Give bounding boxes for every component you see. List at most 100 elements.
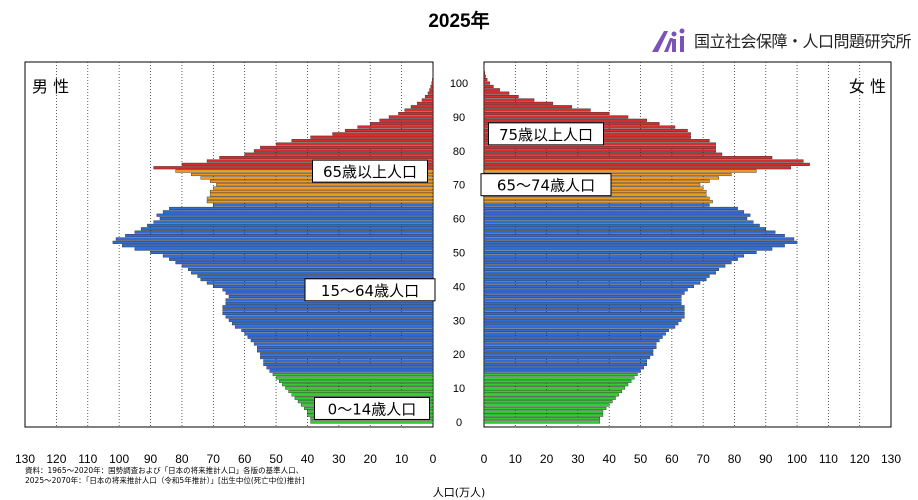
female-bar	[484, 360, 647, 363]
age-tick-label: 10	[453, 383, 465, 395]
female-bar	[484, 244, 785, 247]
female-bar	[484, 339, 659, 342]
male-bar	[431, 85, 433, 88]
female-bar	[484, 204, 709, 207]
female-bar	[484, 366, 644, 369]
female-x-tick-label: 70	[696, 452, 710, 466]
male-bar	[116, 238, 433, 241]
female-bar	[484, 156, 772, 159]
female-bar	[484, 336, 662, 339]
female-bar	[484, 302, 681, 305]
male-bar	[169, 207, 433, 210]
male-bar	[125, 234, 433, 237]
male-bar	[220, 156, 433, 159]
female-bar	[484, 309, 684, 312]
male-bar	[264, 363, 433, 366]
male-bar	[311, 136, 433, 139]
male-bar	[235, 326, 433, 329]
age-tick-label: 100	[450, 78, 468, 90]
source-note: 資料：1965〜2020年：国勢調査および「日本の将来推計人口」各版の基準人口、…	[25, 466, 305, 486]
female-bar	[484, 224, 760, 227]
male-bar	[260, 356, 433, 359]
male-bar	[207, 200, 433, 203]
female-bar	[484, 149, 716, 152]
male-bar	[226, 302, 433, 305]
male-bar	[248, 336, 433, 339]
female-bar	[484, 210, 744, 213]
female-bar	[484, 197, 709, 200]
age-tick-label: 30	[453, 315, 465, 327]
female-x-tick-label: 80	[728, 452, 742, 466]
female-bar	[484, 404, 609, 407]
male-bar	[151, 251, 433, 254]
male-bar	[169, 258, 433, 261]
female-bar	[484, 227, 766, 230]
female-bar	[484, 105, 572, 108]
female-x-tick-label: 110	[819, 452, 838, 466]
female-x-tick-label: 60	[665, 452, 679, 466]
female-x-tick-label: 90	[759, 452, 773, 466]
male-bar	[345, 129, 433, 132]
female-bar	[484, 343, 656, 346]
female-bar	[484, 387, 625, 390]
male-bar	[270, 370, 433, 373]
male-x-tick-label: 100	[109, 452, 129, 466]
annotation-label: 15〜64歳人口	[321, 282, 419, 300]
male-bar	[430, 88, 433, 91]
male-bar	[245, 153, 433, 156]
male-bar	[232, 322, 433, 325]
age-tick-label: 60	[453, 214, 465, 226]
female-bar	[484, 349, 653, 352]
male-bar	[257, 346, 433, 349]
male-bar	[422, 99, 433, 102]
male-bar	[210, 194, 433, 197]
female-bar	[484, 207, 738, 210]
female-bar	[484, 329, 669, 332]
female-bar	[484, 82, 490, 85]
male-bar	[389, 116, 433, 119]
age-tick-label: 70	[453, 180, 465, 192]
female-x-tick-label: 40	[603, 452, 617, 466]
male-bar	[182, 265, 433, 268]
male-bar	[380, 119, 433, 122]
male-bar	[260, 353, 433, 356]
female-bar	[484, 78, 487, 81]
male-bar	[425, 95, 433, 98]
female-bar	[484, 268, 719, 271]
male-x-tick-label: 60	[238, 452, 252, 466]
source-line-1: 資料：1965〜2020年：国勢調査および「日本の将来推計人口」各版の基準人口、	[25, 466, 305, 476]
female-bar	[484, 333, 666, 336]
female-bar	[484, 316, 684, 319]
female-bar	[484, 411, 603, 414]
female-bar	[484, 363, 647, 366]
male-bar	[370, 122, 433, 125]
male-x-tick-label: 80	[175, 452, 189, 466]
female-x-tick-label: 30	[571, 452, 585, 466]
female-bar	[484, 255, 744, 258]
male-bar	[245, 333, 433, 336]
annotation-label: 0〜14歳人口	[328, 400, 417, 418]
male-bar	[135, 248, 433, 251]
male-bar	[188, 268, 433, 271]
male-bar	[405, 109, 433, 112]
female-bar	[484, 390, 622, 393]
female-x-tick-label: 130	[881, 452, 901, 466]
female-bar	[484, 353, 653, 356]
male-x-tick-label: 30	[332, 452, 346, 466]
male-bar	[216, 183, 433, 186]
male-x-tick-label: 130	[15, 452, 35, 466]
female-x-tick-label: 50	[634, 452, 648, 466]
male-bar	[210, 190, 433, 193]
female-bar	[484, 285, 694, 288]
male-bar	[292, 394, 433, 397]
female-bar	[484, 292, 684, 295]
female-bar	[484, 265, 725, 268]
male-bar	[147, 224, 433, 227]
male-x-tick-label: 70	[207, 452, 221, 466]
male-bar	[411, 105, 433, 108]
male-bar	[257, 349, 433, 352]
age-tick-label: 50	[453, 248, 465, 260]
female-bar	[484, 102, 553, 105]
female-bar	[484, 92, 509, 95]
